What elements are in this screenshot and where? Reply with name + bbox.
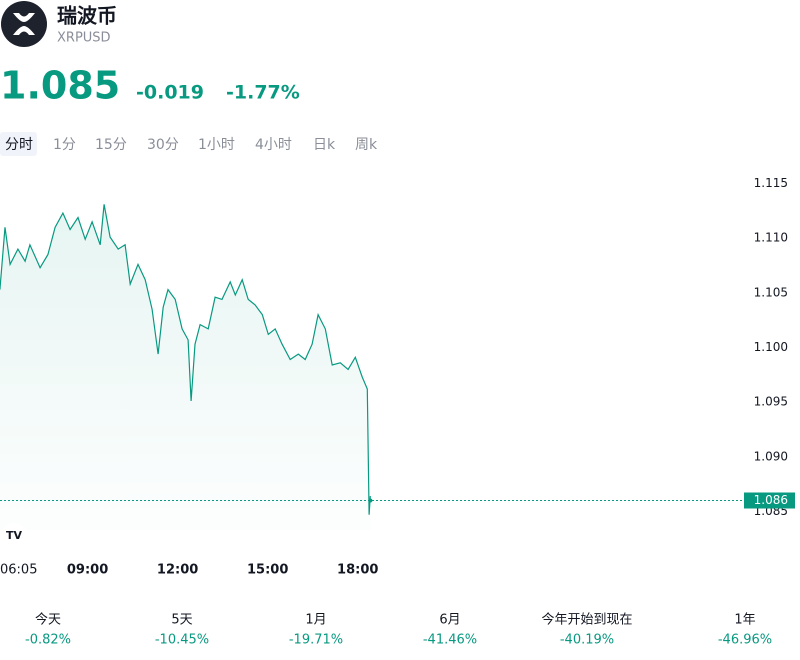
change: -0.019 xyxy=(136,82,204,104)
x-tick-label: 18:00 xyxy=(337,563,378,578)
time-tab[interactable]: 1分 xyxy=(53,137,76,153)
tv-logo-bg xyxy=(1,523,27,549)
coin-icon xyxy=(1,1,47,47)
time-tab[interactable]: 分时 xyxy=(5,137,33,153)
current-price-badge xyxy=(744,492,795,509)
period-change: -46.96% xyxy=(718,633,772,648)
tv-logo-mark: TV xyxy=(6,529,23,542)
y-tick-label: 1.105 xyxy=(754,285,788,299)
y-tick-label: 1.090 xyxy=(754,449,788,463)
time-tab[interactable]: 日k xyxy=(313,137,336,153)
price-line xyxy=(0,204,371,515)
current-price-dot xyxy=(368,498,373,503)
symbol: XRPUSD xyxy=(57,31,111,46)
period-change: -0.82% xyxy=(25,633,71,648)
period-label[interactable]: 1年 xyxy=(734,613,755,628)
y-tick-label: 1.115 xyxy=(754,176,788,190)
coin-logo xyxy=(13,13,35,35)
change-percent: -1.77% xyxy=(226,82,300,104)
period-change: -10.45% xyxy=(155,633,209,648)
x-tick-label: 15:00 xyxy=(247,563,288,578)
area-fill xyxy=(0,204,371,530)
period-change: -40.19% xyxy=(560,633,614,648)
period-label[interactable]: 5天 xyxy=(171,613,192,628)
x-tick-label: 09:00 xyxy=(67,563,108,578)
tv-logo: TV xyxy=(1,523,27,549)
period-change: -19.71% xyxy=(289,633,343,648)
title: 瑞波币 xyxy=(57,4,117,28)
time-tab[interactable]: 15分 xyxy=(95,137,127,153)
time-tab[interactable]: 周k xyxy=(355,137,378,153)
time-tab[interactable]: 4小时 xyxy=(255,137,292,153)
y-tick-label: 1.100 xyxy=(754,340,788,354)
time-tab[interactable]: 1小时 xyxy=(198,137,235,153)
period-label[interactable]: 今天 xyxy=(35,612,61,628)
y-tick-label: 1.095 xyxy=(754,395,788,409)
x-tick-label: 12:00 xyxy=(157,563,198,578)
x-tick-label: 06:05 xyxy=(0,563,37,578)
period-change: -41.46% xyxy=(423,633,477,648)
period-label[interactable]: 1月 xyxy=(305,613,326,628)
period-label[interactable]: 6月 xyxy=(439,613,460,628)
period-label[interactable]: 今年开始到现在 xyxy=(541,612,632,628)
y-tick-label: 1.110 xyxy=(754,231,788,245)
time-tab[interactable]: 30分 xyxy=(147,137,179,153)
price: 1.085 xyxy=(0,64,120,108)
current-price-label: 1.086 xyxy=(754,493,788,507)
tab-active-bg xyxy=(0,132,37,156)
